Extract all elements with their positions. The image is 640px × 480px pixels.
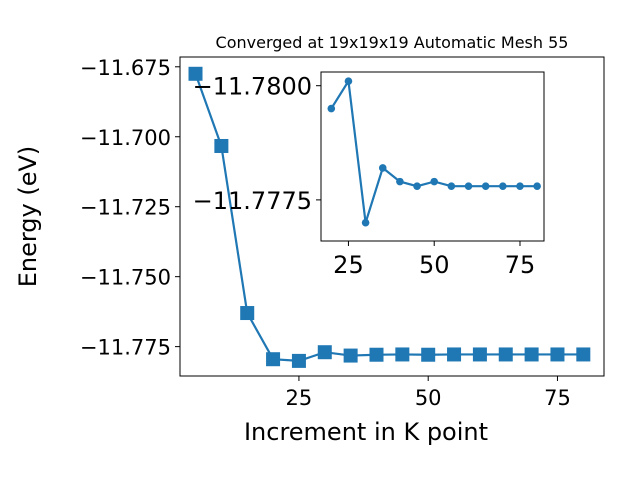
inset-data-point: [447, 182, 456, 190]
main-x-axis-ticks: 25 50 75: [286, 376, 571, 410]
inset-background: [321, 72, 544, 241]
main-data-point: [447, 347, 462, 362]
main-data-point: [576, 347, 591, 362]
main-data-point: [266, 352, 281, 367]
main-data-point: [524, 347, 539, 362]
y-tick-label: −11.700: [80, 126, 171, 150]
x-tick-label: 75: [544, 386, 571, 410]
inset-data-point: [378, 164, 387, 172]
inset-x-tick-label: 50: [419, 251, 450, 279]
inset-plot-frame: [320, 71, 545, 242]
x-tick-label: 25: [286, 386, 313, 410]
y-tick-label: −11.750: [80, 266, 171, 290]
y-axis-title: Energy (eV): [14, 146, 42, 288]
inset-data-point: [499, 182, 507, 190]
main-data-point: [421, 347, 436, 362]
y-tick-label: −11.725: [80, 196, 171, 220]
main-series-line: [194, 73, 584, 363]
main-data-point: [291, 353, 306, 368]
main-plot: 25 50 75 −11.675 −11.700 −11.725 −11.750 −11.7…: [14, 33, 605, 446]
inset-plot: 25 50 75 −11.7800 −11.7775: [193, 71, 545, 279]
inset-data-point: [481, 182, 490, 190]
inset-series: [327, 77, 541, 227]
main-data-point: [188, 66, 203, 81]
main-y-axis-ticks: −11.675 −11.700 −11.725 −11.750 −11.775: [80, 56, 180, 360]
y-tick-label: −11.775: [80, 336, 171, 360]
inset-x-tick-label: 75: [505, 251, 536, 279]
main-data-point: [317, 345, 332, 360]
inset-data-point: [396, 177, 404, 186]
inset-x-tick-label: 25: [333, 251, 364, 279]
main-data-point: [214, 138, 229, 153]
main-series: [188, 66, 591, 368]
inset-y-tick-label: −11.7800: [193, 73, 312, 101]
inset-data-point: [344, 77, 353, 85]
main-plot-frame: [179, 56, 605, 377]
main-data-point: [240, 306, 255, 321]
x-tick-label: 50: [415, 386, 442, 410]
y-tick-label: −11.675: [80, 56, 171, 80]
main-data-point: [472, 347, 487, 362]
inset-data-point: [464, 182, 473, 190]
inset-data-point: [413, 182, 421, 190]
inset-data-point: [516, 182, 524, 190]
main-data-point: [498, 347, 513, 362]
inset-data-point: [430, 177, 439, 186]
main-data-point: [395, 347, 410, 362]
main-data-point: [550, 347, 565, 362]
inset-x-axis-ticks: 25 50 75: [333, 241, 535, 279]
inset-data-point: [533, 182, 541, 190]
main-data-point: [343, 348, 358, 363]
x-axis-title: Increment in K point: [244, 418, 488, 446]
inset-y-tick-label: −11.7775: [193, 187, 312, 215]
chart-title: Converged at 19x19x19 Automatic Mesh 55: [216, 33, 569, 52]
main-data-point: [369, 347, 384, 362]
inset-data-point: [361, 218, 370, 227]
inset-y-axis-ticks: −11.7800 −11.7775: [193, 73, 321, 215]
inset-data-point: [327, 104, 336, 113]
